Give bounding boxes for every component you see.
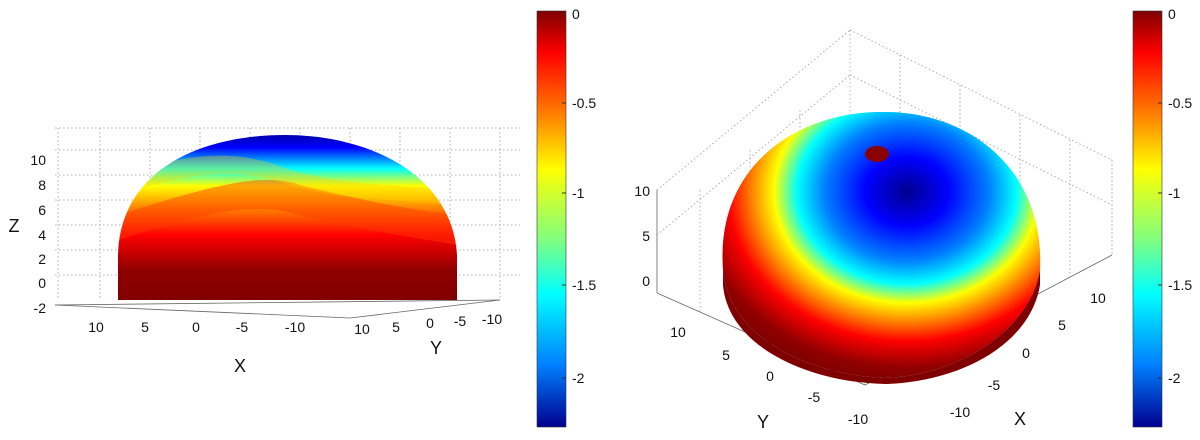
y-tick: 10 (670, 324, 686, 340)
y-tick: -10 (848, 411, 868, 427)
right-z-ticks: 10 5 0 (634, 183, 650, 289)
x-axis-label: X (234, 356, 246, 376)
colorbar-tick: -2 (572, 370, 585, 386)
marker-spot (865, 146, 889, 162)
x-tick: -5 (236, 319, 249, 335)
right-chart-panel: 10 5 0 10 5 0 -5 -10 Y 10 5 0 -5 -10 X (600, 0, 1200, 435)
x-tick: 10 (88, 319, 104, 335)
y-tick: -10 (482, 311, 502, 327)
colorbar-tick: -1 (572, 185, 585, 201)
y-tick: -5 (808, 389, 821, 405)
colorbar-tick: 0 (1168, 6, 1176, 22)
x-tick: -10 (950, 404, 970, 420)
y-tick: 0 (766, 368, 774, 384)
left-z-ticks: 10 8 6 4 2 0 -2 Z (9, 152, 47, 316)
y-axis-label: Y (757, 412, 769, 432)
x-tick: -5 (988, 377, 1001, 393)
right-x-ticks: 10 5 0 -5 -10 X (950, 290, 1106, 429)
colorbar-tick: 0 (572, 6, 580, 22)
left-y-ticks: 10 5 0 -5 -10 Y (354, 311, 502, 358)
left-chart-panel: 10 8 6 4 2 0 -2 Z 10 5 0 -5 -10 X 10 5 0… (0, 0, 600, 435)
z-tick: 10 (634, 183, 650, 199)
left-x-ticks: 10 5 0 -5 -10 X (88, 319, 305, 376)
colorbar-tick: -1 (1168, 185, 1181, 201)
y-tick: 10 (354, 321, 370, 337)
z-tick: 0 (38, 275, 46, 291)
x-tick: 10 (1090, 290, 1106, 306)
z-tick: 6 (38, 202, 46, 218)
z-tick: -2 (34, 300, 47, 316)
left-surface (118, 135, 457, 300)
colorbar-tick: -2 (1168, 370, 1181, 386)
z-tick: 10 (30, 152, 46, 168)
colorbar-tick: -0.5 (1168, 95, 1192, 111)
z-tick: 4 (38, 227, 46, 243)
left-chart-svg: 10 8 6 4 2 0 -2 Z 10 5 0 -5 -10 X 10 5 0… (9, 6, 596, 428)
x-tick: 0 (1022, 345, 1030, 361)
y-tick: 5 (392, 319, 400, 335)
x-tick: 0 (192, 319, 200, 335)
x-axis-label: X (1014, 409, 1026, 429)
colorbar-tick: -0.5 (572, 95, 596, 111)
z-tick: 2 (38, 251, 46, 267)
right-surface (722, 111, 1041, 384)
y-axis-label: Y (430, 338, 442, 358)
x-tick: 5 (1058, 317, 1066, 333)
z-tick: 5 (642, 228, 650, 244)
x-tick: 5 (141, 319, 149, 335)
right-y-ticks: 10 5 0 -5 -10 Y (670, 324, 868, 432)
y-tick: 0 (426, 315, 434, 331)
left-colorbar: 0 -0.5 -1 -1.5 -2 (536, 6, 596, 428)
z-tick: 8 (38, 177, 46, 193)
z-axis-label: Z (9, 216, 20, 236)
y-tick: 5 (722, 347, 730, 363)
colorbar-tick: -1.5 (1168, 277, 1192, 293)
x-tick: -10 (285, 319, 305, 335)
z-tick: 0 (642, 273, 650, 289)
right-colorbar: 0 -0.5 -1 -1.5 -2 (1132, 6, 1192, 428)
y-tick: -5 (454, 313, 467, 329)
right-chart-svg: 10 5 0 10 5 0 -5 -10 Y 10 5 0 -5 -10 X (634, 6, 1192, 432)
colorbar-tick: -1.5 (572, 277, 596, 293)
